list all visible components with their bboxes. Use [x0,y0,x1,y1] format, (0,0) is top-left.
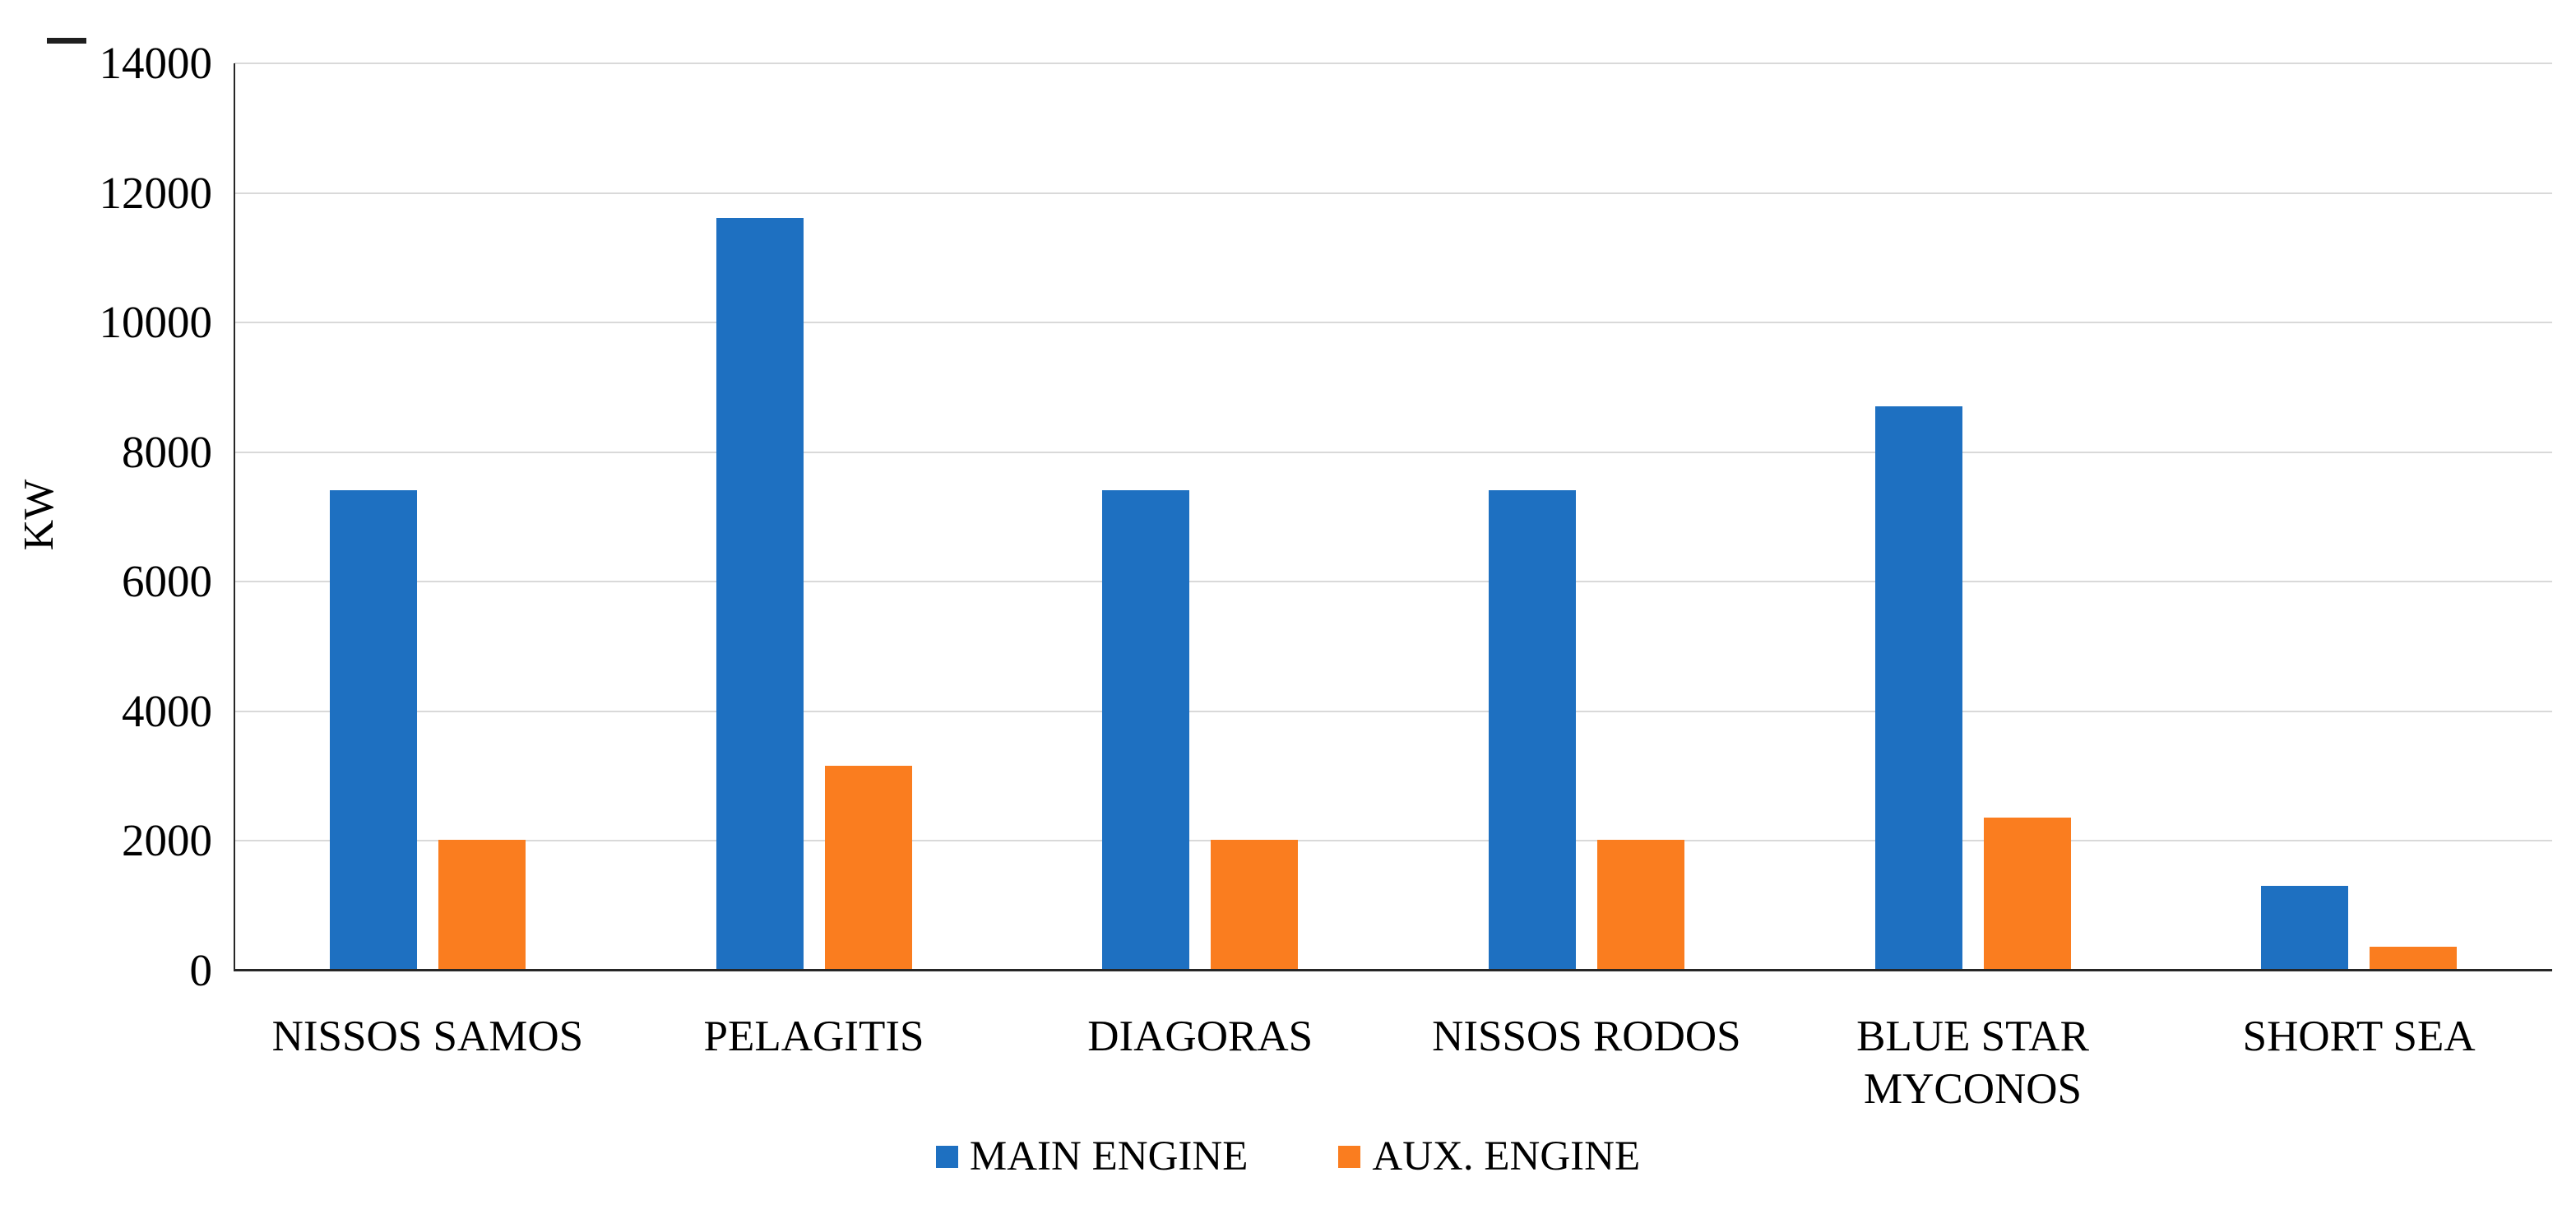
y-tick-label: 10000 [99,297,213,348]
bar-main-engine-short-sea [2261,885,2349,970]
x-axis-line [234,969,2552,971]
stray-dash-mark [47,38,86,44]
y-axis-line [234,63,235,971]
category-label-diagoras: DIAGORAS [1087,1013,1313,1060]
gridline [234,451,2552,453]
bar-aux-engine-nissos-samos [438,840,526,970]
bar-aux-engine-blue-star-myconos [1983,817,2071,970]
gridline [234,63,2552,64]
legend: MAIN ENGINE AUX. ENGINE [0,1133,2576,1180]
y-tick-label: 0 [189,945,213,995]
legend-item-main-engine: MAIN ENGINE [935,1133,1249,1180]
category-label-pelagitis: PELAGITIS [703,1013,924,1060]
y-tick-label: 6000 [122,556,212,607]
bar-main-engine-blue-star-myconos [1874,406,1962,970]
y-axis-title: KW [16,479,63,551]
legend-swatch-icon [1338,1145,1361,1168]
bar-main-engine-nissos-rodos [1488,490,1576,970]
gridline [234,710,2552,712]
gridline [234,840,2552,842]
legend-swatch-icon [935,1145,958,1168]
bar-aux-engine-short-sea [2370,947,2458,970]
bar-aux-engine-diagoras [1211,840,1299,970]
bar-main-engine-pelagitis [716,218,804,970]
y-tick-label: 4000 [122,685,212,736]
bar-aux-engine-nissos-rodos [1596,840,1684,970]
legend-item-aux-engine: AUX. ENGINE [1338,1133,1640,1180]
bar-main-engine-diagoras [1102,490,1190,970]
gridline [234,322,2552,324]
bar-aux-engine-pelagitis [824,765,912,970]
category-label-nissos-rodos: NISSOS RODOS [1432,1013,1741,1060]
legend-label: AUX. ENGINE [1372,1133,1641,1180]
category-label-blue-star-myconos: BLUE STAR MYCONOS [1856,1013,2089,1113]
gridline [234,581,2552,583]
bar-main-engine-nissos-samos [329,490,417,970]
gridline [234,192,2552,194]
legend-label: MAIN ENGINE [969,1133,1249,1180]
y-tick-label: 8000 [122,426,212,477]
category-label-nissos-samos: NISSOS SAMOS [271,1013,584,1060]
y-tick-label: 12000 [99,167,213,218]
plot-area [234,63,2552,971]
y-tick-label: 14000 [99,38,213,88]
y-tick-label: 2000 [122,815,212,866]
category-label-short-sea: SHORT SEA [2242,1013,2476,1060]
